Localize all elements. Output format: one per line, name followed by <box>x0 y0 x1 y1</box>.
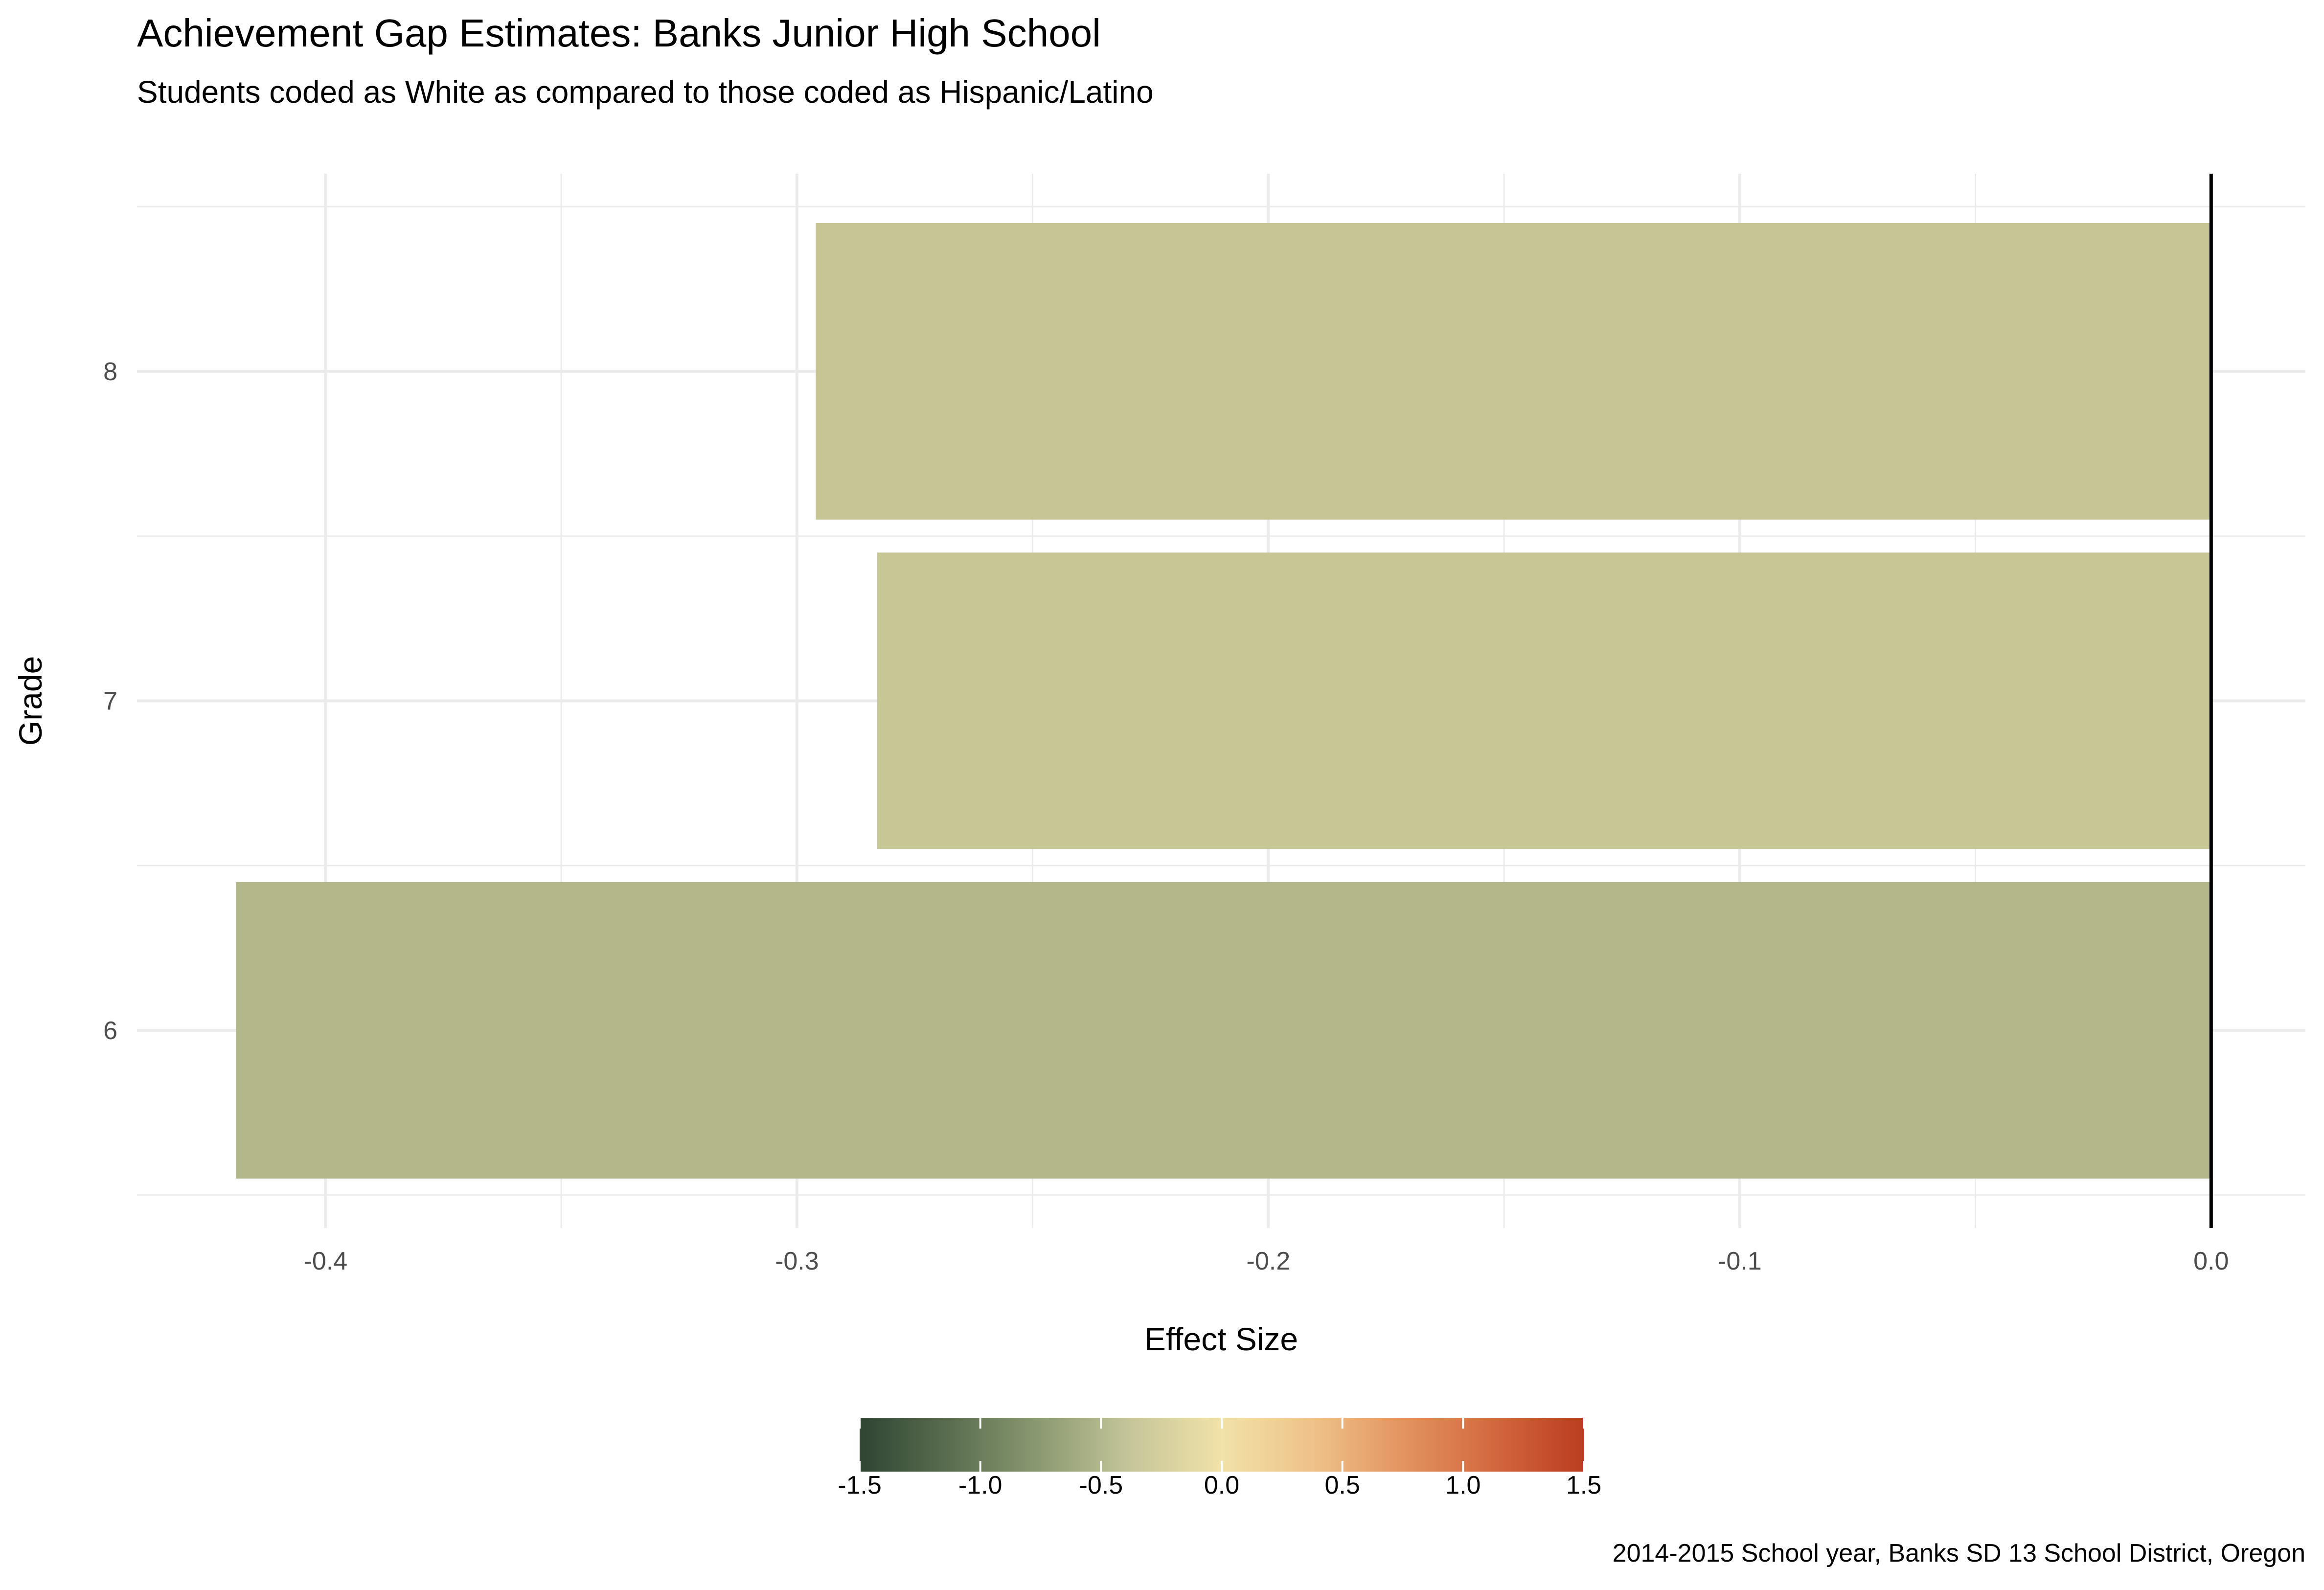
chart-subtitle: Students coded as White as compared to t… <box>137 74 1154 110</box>
x-tick-label: -0.4 <box>304 1247 348 1275</box>
colorbar-legend: -1.5 -1.0 -0.5 0.0 0.5 1.0 1.5 <box>838 1418 1601 1499</box>
bar-grade-8 <box>816 223 2211 520</box>
colorbar-label: 1.0 <box>1445 1471 1481 1499</box>
colorbar-labels: -1.5 -1.0 -0.5 0.0 0.5 1.0 1.5 <box>838 1471 1601 1499</box>
colorbar-label: 1.5 <box>1566 1471 1601 1499</box>
y-axis-title: Grade <box>12 656 48 746</box>
x-tick-label: -0.1 <box>1718 1247 1762 1275</box>
colorbar-label: -0.5 <box>1079 1471 1123 1499</box>
colorbar-label: -1.5 <box>838 1471 882 1499</box>
colorbar-label: 0.0 <box>1204 1471 1239 1499</box>
colorbar-label: -1.0 <box>958 1471 1003 1499</box>
bars <box>236 223 2211 1179</box>
x-tick-label: 0.0 <box>2193 1247 2229 1275</box>
x-tick-label: -0.2 <box>1247 1247 1291 1275</box>
bar-grade-6 <box>236 882 2211 1179</box>
x-tick-label: -0.3 <box>775 1247 819 1275</box>
chart-caption: 2014-2015 School year, Banks SD 13 Schoo… <box>1613 1539 2305 1567</box>
x-axis-title: Effect Size <box>1144 1321 1298 1357</box>
colorbar-ticks <box>859 1418 1585 1472</box>
y-tick-labels: 6 7 8 <box>103 358 117 1045</box>
y-tick-label: 6 <box>103 1017 117 1045</box>
chart-title: Achievement Gap Estimates: Banks Junior … <box>137 11 1101 55</box>
y-tick-label: 7 <box>103 687 117 716</box>
x-tick-labels: -0.4 -0.3 -0.2 -0.1 0.0 <box>304 1247 2229 1275</box>
y-tick-label: 8 <box>103 358 117 386</box>
bar-grade-7 <box>877 552 2211 849</box>
colorbar-label: 0.5 <box>1325 1471 1360 1499</box>
